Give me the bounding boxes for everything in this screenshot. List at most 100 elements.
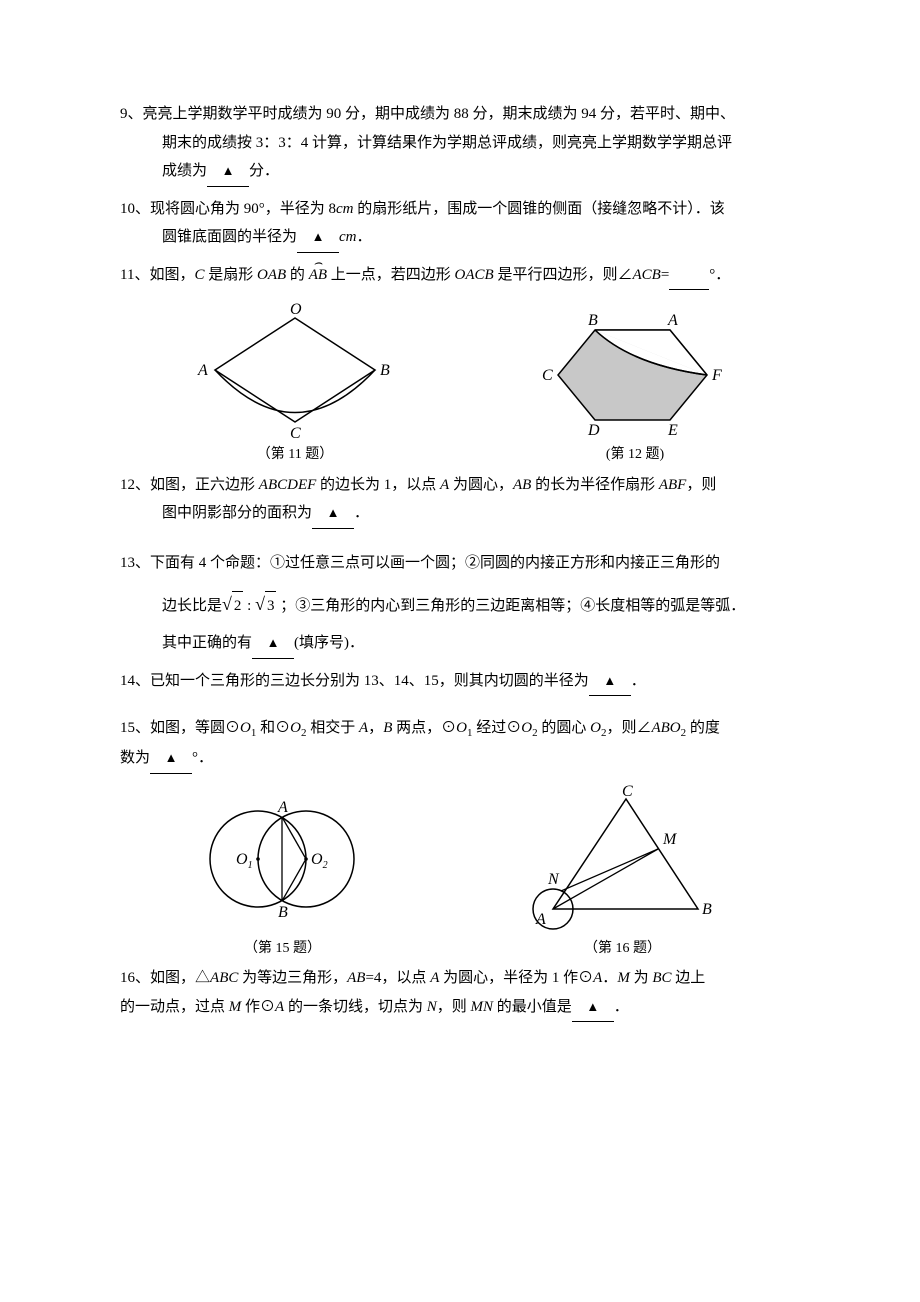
q11-b: 是扇形: [208, 267, 253, 283]
q12-line2a: 图中阴影部分的面积为: [162, 505, 312, 521]
q11-e: 是平行四边形，则∠: [497, 267, 632, 283]
label-D: D: [587, 422, 600, 439]
q12-d: 的长为半径作扇形: [535, 477, 655, 493]
q15-B: B: [383, 720, 392, 736]
q12-a: 如图，正六边形: [150, 477, 255, 493]
label-C: C: [290, 425, 301, 440]
label-B: B: [588, 312, 598, 329]
figure-15-caption: （第 15 题）: [244, 936, 321, 963]
q13-line2a: 边长比是: [162, 598, 222, 614]
q15-O2: O: [290, 720, 301, 736]
question-13: 13、下面有 4 个命题：①过任意三点可以画一个圆；②同圆的内接正方形和内接正三…: [120, 549, 800, 659]
question-16: 16、如图，△ABC 为等边三角形，AB=4，以点 A 为圆心，半径为 1 作⊙…: [120, 964, 800, 1022]
blank: ▲: [589, 667, 631, 697]
q11-OACB: OACB: [455, 267, 494, 283]
q10-line1: 现将圆心角为 90°，半径为 8: [150, 201, 336, 217]
q10-line2b: ．: [357, 229, 372, 245]
q9-num: 9、: [120, 106, 143, 122]
q16-l2f: ．: [614, 999, 629, 1015]
figure-12-svg: B A F E D C: [540, 305, 730, 440]
question-14: 14、已知一个三角形的三边长分别为 13、14、15，则其内切圆的半径为▲．: [120, 667, 800, 697]
label-B: B: [380, 362, 390, 379]
blank: ▲: [150, 744, 192, 774]
label-E: E: [667, 422, 678, 439]
label-B: B: [702, 901, 712, 918]
q12-e: ，则: [686, 477, 716, 493]
blank: ▲: [252, 629, 294, 659]
q11-a: 如图，: [149, 267, 194, 283]
q10-line1b: 的扇形纸片，围成一个圆锥的侧面（接缝忽略不计）．该: [357, 201, 725, 217]
label-O1: O1: [236, 851, 253, 871]
q15-O2c: O: [590, 720, 601, 736]
q9-line1: 亮亮上学期数学平时成绩为 90 分，期中成绩为 88 分，期末成绩为 94 分，…: [143, 106, 736, 122]
question-15: 15、如图，等圆⊙O1 和⊙O2 相交于 A，B 两点，⊙O1 经过⊙O2 的圆…: [120, 714, 800, 773]
q16-BC: BC: [652, 970, 671, 986]
q11-AB: AB: [309, 261, 327, 290]
q11-c: 的: [290, 267, 305, 283]
question-10: 10、现将圆心角为 90°，半径为 8cm 的扇形纸片，围成一个圆锥的侧面（接缝…: [120, 195, 800, 253]
q12-num: 12、: [120, 477, 150, 493]
q12-b: 的边长为 1，以点: [320, 477, 436, 493]
q15-O1b: O: [456, 720, 467, 736]
label-M: M: [662, 831, 678, 848]
q9-line3a: 成绩为: [162, 163, 207, 179]
figure-11: O A B C （第 11 题）: [190, 300, 400, 469]
q15-i: 的度: [690, 720, 720, 736]
q11-ACB: ACB: [632, 267, 660, 283]
q15-s1: 1: [251, 727, 257, 739]
q16-M2: M: [229, 999, 242, 1015]
blank: [669, 261, 709, 291]
question-9: 9、亮亮上学期数学平时成绩为 90 分，期中成绩为 88 分，期末成绩为 94 …: [120, 100, 800, 187]
figure-15: A B O1 O2 （第 15 题）: [193, 784, 373, 963]
q12-line2b: ．: [354, 505, 369, 521]
q10-line2: 圆锥底面圆的半径为▲cm．: [120, 223, 800, 253]
q16-MN: MN: [471, 999, 494, 1015]
q16-a: 如图，△: [150, 970, 210, 986]
q16-l2e: 的最小值是: [497, 999, 572, 1015]
q10-line2a: 圆锥底面圆的半径为: [162, 229, 297, 245]
q10-cm2: cm: [339, 229, 357, 245]
figure-16: C B A M N （第 16 题）: [518, 784, 728, 963]
sqrt-ratio: √2 : √3: [222, 598, 276, 614]
q13-line2b: ；③三角形的内心到三角形的三边距离相等；④长度相等的弧是等弧．: [280, 598, 745, 614]
q12-ABF: ABF: [659, 477, 687, 493]
figure-row-15-16: A B O1 O2 （第 15 题） C B A M N （第 16 题）: [120, 784, 800, 963]
figure-15-svg: A B O1 O2: [193, 784, 373, 934]
q15-O1: O: [240, 720, 251, 736]
q15-line2a: 数为: [120, 750, 150, 766]
figure-16-caption: （第 16 题）: [584, 936, 661, 963]
question-12: 12、如图，正六边形 ABCDEF 的边长为 1，以点 A 为圆心，AB 的长为…: [120, 471, 800, 529]
q15-line2: 数为▲°．: [120, 744, 800, 774]
q16-ABC: ABC: [210, 970, 238, 986]
q16-e: ．: [602, 970, 617, 986]
q15-e: 两点，⊙: [396, 720, 456, 736]
q16-f: 为: [634, 970, 649, 986]
q15-h: ，则∠: [606, 720, 651, 736]
label-A: A: [197, 362, 208, 379]
q13-line3: 其中正确的有▲(填序号)．: [120, 629, 800, 659]
q16-l2a: 的一动点，过点: [120, 999, 225, 1015]
q15-s2: 2: [301, 727, 307, 739]
q14-b: ．: [631, 673, 646, 689]
q15-g: 的圆心: [541, 720, 586, 736]
q15-ABO2: ABO: [651, 720, 680, 736]
label-O2: O2: [311, 851, 328, 871]
label-B: B: [278, 904, 288, 921]
q16-l2d: ，则: [437, 999, 467, 1015]
q16-c: =4，以点: [365, 970, 426, 986]
q15-s2b: 2: [532, 727, 538, 739]
figure-row-11-12: O A B C （第 11 题） B A F E D C (第 12 题): [120, 300, 800, 469]
q11-f: =: [661, 267, 669, 283]
q12-ABCDEF: ABCDEF: [259, 477, 317, 493]
q16-A: A: [430, 970, 439, 986]
q13-line2: 边长比是√2 : √3 ；③三角形的内心到三角形的三边距离相等；④长度相等的弧是…: [120, 587, 800, 621]
label-C: C: [622, 784, 633, 800]
q16-l2b: 作⊙: [245, 999, 275, 1015]
label-A: A: [667, 312, 678, 329]
label-A: A: [277, 799, 288, 816]
q15-f: 经过⊙: [476, 720, 521, 736]
q12-A1: A: [440, 477, 449, 493]
label-O: O: [290, 301, 302, 318]
q16-line2: 的一动点，过点 M 作⊙A 的一条切线，切点为 N，则 MN 的最小值是▲．: [120, 993, 800, 1023]
figure-16-svg: C B A M N: [518, 784, 728, 934]
